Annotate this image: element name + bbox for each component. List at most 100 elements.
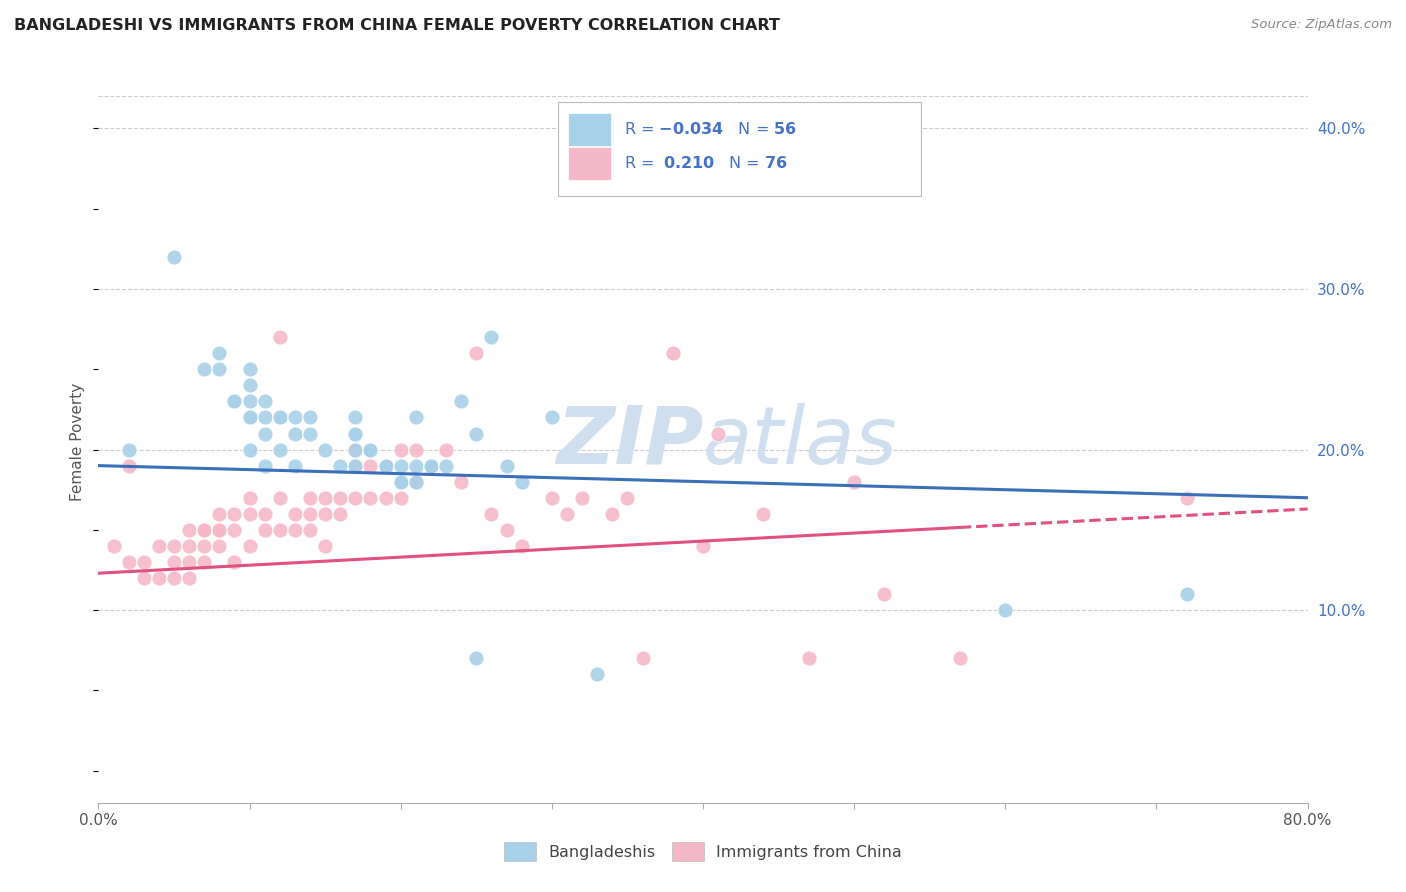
Point [344, 458, 367, 473]
Point [405, 410, 427, 425]
Point [163, 555, 186, 569]
Point [299, 491, 322, 505]
Point [163, 571, 186, 585]
Point [208, 346, 231, 360]
Point [481, 507, 503, 521]
Point [405, 458, 427, 473]
Point [344, 458, 367, 473]
FancyBboxPatch shape [568, 147, 612, 180]
Point [616, 491, 638, 505]
FancyBboxPatch shape [568, 112, 612, 146]
Point [631, 651, 654, 665]
Point [239, 491, 262, 505]
Point [163, 539, 186, 553]
Point [208, 539, 231, 553]
Point [994, 603, 1017, 617]
Point [253, 410, 276, 425]
Point [239, 410, 262, 425]
Point [193, 362, 215, 376]
Point [374, 491, 396, 505]
Point [208, 507, 231, 521]
Point [179, 571, 201, 585]
Point [239, 378, 262, 392]
Point [374, 458, 396, 473]
Text: BANGLADESHI VS IMMIGRANTS FROM CHINA FEMALE POVERTY CORRELATION CHART: BANGLADESHI VS IMMIGRANTS FROM CHINA FEM… [14, 18, 780, 33]
Point [239, 442, 262, 457]
Text: atlas: atlas [703, 402, 898, 481]
Point [314, 539, 336, 553]
FancyBboxPatch shape [558, 102, 921, 196]
Point [239, 362, 262, 376]
Point [389, 475, 412, 489]
Point [389, 475, 412, 489]
Point [540, 491, 562, 505]
Point [224, 394, 246, 409]
Point [269, 330, 291, 344]
Y-axis label: Female Poverty: Female Poverty [70, 383, 86, 500]
Point [374, 458, 396, 473]
Point [253, 394, 276, 409]
Point [269, 442, 291, 457]
Point [1175, 491, 1198, 505]
Point [873, 587, 896, 601]
Point [949, 651, 972, 665]
Point [389, 442, 412, 457]
Point [405, 475, 427, 489]
Point [344, 442, 367, 457]
Point [208, 523, 231, 537]
Point [420, 458, 443, 473]
Point [132, 555, 155, 569]
Point [239, 539, 262, 553]
Point [179, 523, 201, 537]
Point [360, 458, 382, 473]
Point [329, 507, 352, 521]
Point [179, 539, 201, 553]
Point [752, 507, 775, 521]
Point [434, 442, 457, 457]
Text: ZIP: ZIP [555, 402, 703, 481]
Point [118, 442, 141, 457]
Text: Source: ZipAtlas.com: Source: ZipAtlas.com [1251, 18, 1392, 31]
Point [193, 555, 215, 569]
Point [692, 539, 714, 553]
Point [284, 507, 307, 521]
Point [420, 458, 443, 473]
Point [284, 523, 307, 537]
Point [314, 491, 336, 505]
Point [465, 651, 488, 665]
Point [405, 442, 427, 457]
Point [465, 426, 488, 441]
Point [299, 410, 322, 425]
Point [495, 523, 517, 537]
Point [571, 491, 593, 505]
Point [253, 458, 276, 473]
Point [179, 555, 201, 569]
Point [360, 491, 382, 505]
Point [465, 346, 488, 360]
Point [239, 507, 262, 521]
Point [163, 250, 186, 264]
Point [239, 394, 262, 409]
Point [118, 555, 141, 569]
Point [405, 475, 427, 489]
Point [299, 426, 322, 441]
Point [148, 571, 170, 585]
Point [661, 346, 683, 360]
Point [314, 507, 336, 521]
Point [284, 410, 307, 425]
Point [148, 539, 170, 553]
Point [284, 426, 307, 441]
Text: R =  $\mathbf{0.210}$   N = $\mathbf{76}$: R = $\mathbf{0.210}$ N = $\mathbf{76}$ [624, 155, 789, 171]
Point [450, 394, 472, 409]
Point [269, 491, 291, 505]
Point [284, 458, 307, 473]
Point [224, 555, 246, 569]
Point [329, 458, 352, 473]
Point [540, 410, 562, 425]
Point [344, 442, 367, 457]
Point [797, 651, 820, 665]
Point [314, 442, 336, 457]
Point [344, 426, 367, 441]
Point [344, 491, 367, 505]
Point [434, 458, 457, 473]
